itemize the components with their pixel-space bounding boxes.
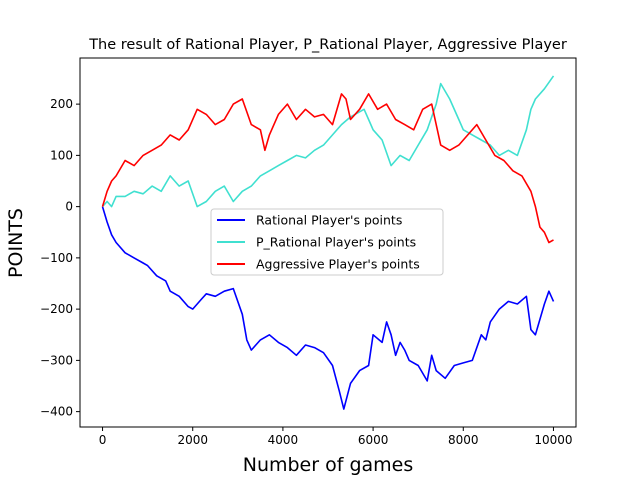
series-line-3	[101, 93, 554, 244]
x-tick-label: 2000	[177, 433, 208, 447]
x-tick-label: 0	[99, 433, 107, 447]
x-tick-label: 10000	[534, 433, 572, 447]
y-tick-label: 100	[50, 148, 73, 162]
y-axis-label: POINTS	[5, 208, 27, 278]
series-layer	[101, 75, 555, 410]
legend-entry-label: P_Rational Player's points	[256, 235, 416, 250]
legend-entry-label: Aggressive Player's points	[256, 257, 420, 272]
y-tick-label: −200	[40, 302, 73, 316]
x-axis: 0 2000 4000 6000 8000 10000	[99, 427, 573, 447]
x-tick-label: 8000	[448, 433, 479, 447]
y-tick-label: −300	[40, 353, 73, 367]
plot-area-frame	[79, 57, 577, 428]
y-tick-label: −100	[40, 251, 73, 265]
legend: Rational Player's points P_Rational Playe…	[210, 208, 444, 276]
legend-entry-label: Rational Player's points	[256, 213, 402, 228]
y-axis: −400 −300 −200 −100 0 100 200	[40, 97, 80, 419]
x-tick-label: 4000	[268, 433, 299, 447]
legend-box	[210, 208, 444, 276]
chart-title: The result of Rational Player, P_Rationa…	[88, 37, 567, 53]
x-axis-label: Number of games	[243, 454, 414, 476]
series-line-2	[101, 75, 555, 208]
y-tick-label: 200	[50, 97, 73, 111]
y-tick-label: −400	[40, 405, 73, 419]
x-tick-label: 6000	[358, 433, 389, 447]
y-tick-label: 0	[65, 200, 73, 214]
series-line-1	[101, 206, 555, 410]
